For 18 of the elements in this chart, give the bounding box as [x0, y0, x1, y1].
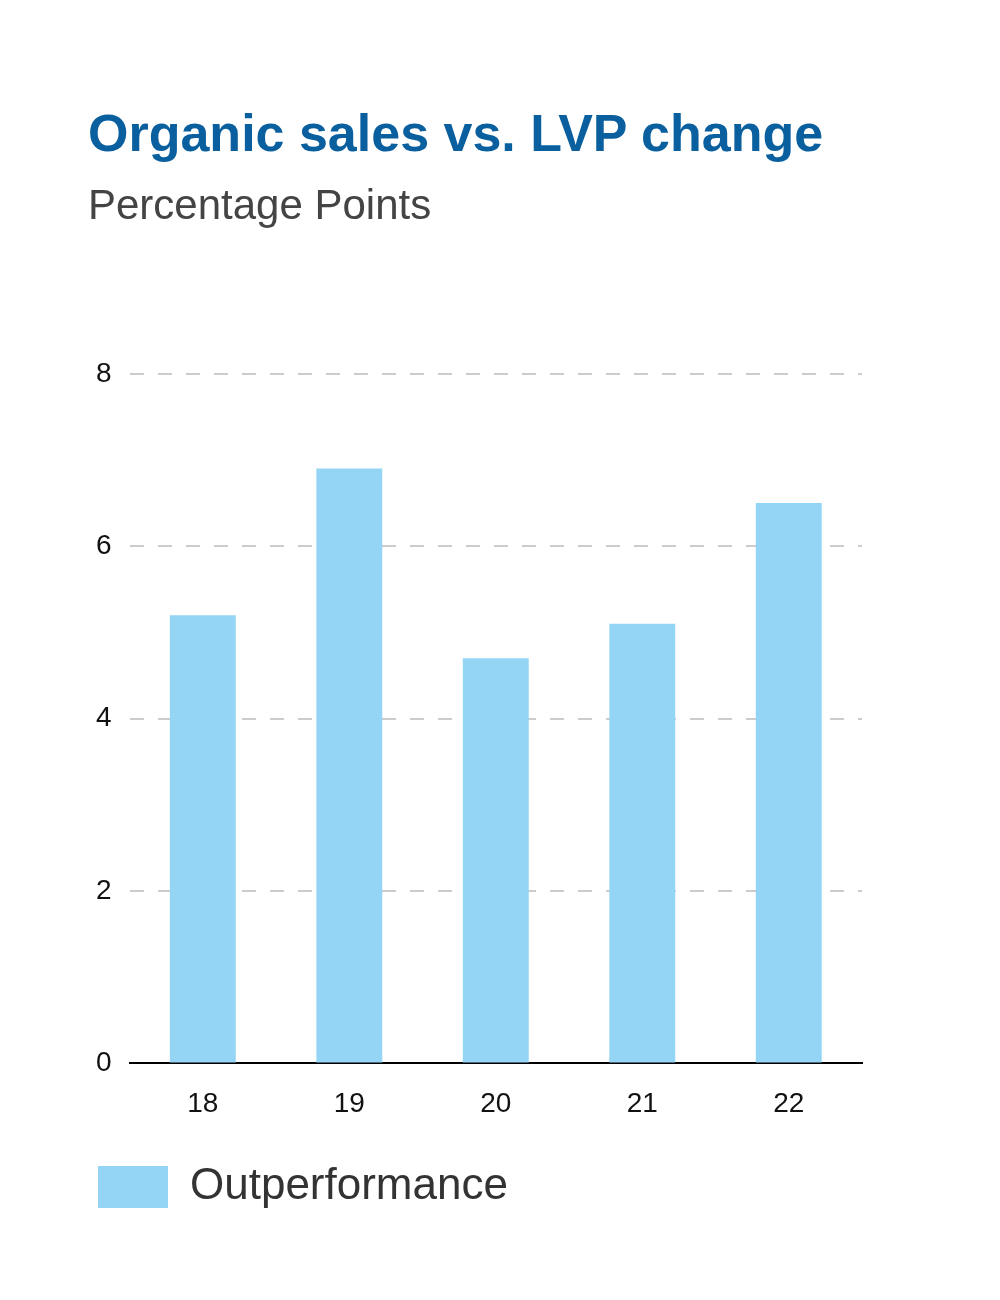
y-tick-label: 0	[95, 1046, 112, 1078]
x-tick-label: 20	[480, 1086, 512, 1118]
bar	[169, 615, 236, 1063]
bar	[609, 623, 676, 1063]
y-tick-label: 8	[95, 356, 112, 388]
y-tick-label: 4	[95, 701, 112, 733]
y-tick-label: 2	[95, 873, 112, 905]
y-tick-label: 6	[95, 528, 112, 560]
bar	[755, 503, 822, 1063]
x-tick-label: 21	[626, 1086, 658, 1118]
chart-title: Organic sales vs. LVP change	[88, 103, 825, 163]
x-tick-label: 19	[333, 1086, 365, 1118]
x-tick-label: 22	[773, 1086, 805, 1118]
legend-label: Outperformance	[190, 1159, 508, 1209]
chart-subtitle: Percentage Points	[88, 181, 433, 229]
bar	[316, 468, 383, 1063]
bar	[462, 658, 529, 1063]
x-tick-label: 18	[187, 1086, 219, 1118]
